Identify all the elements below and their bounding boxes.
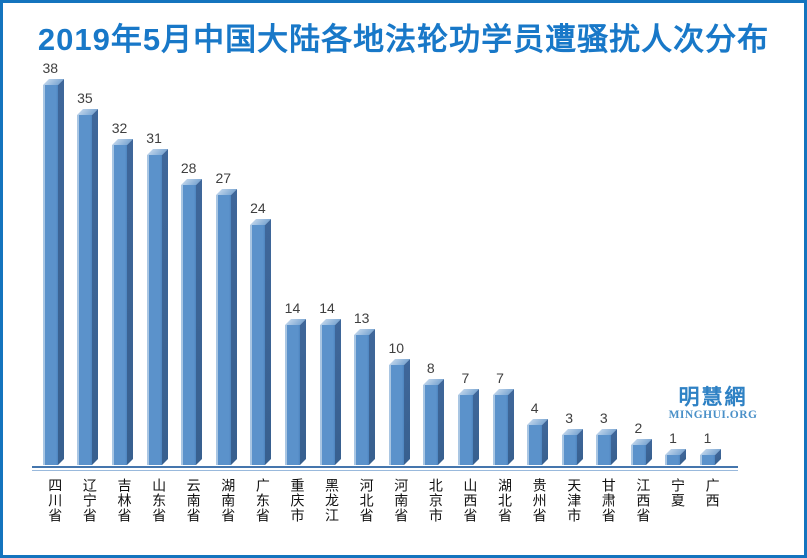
bar-column: 38 xyxy=(36,60,71,465)
bar-value-label: 28 xyxy=(180,160,197,176)
bar-column: 27 xyxy=(209,60,244,465)
bar-column: 8 xyxy=(417,60,452,465)
category-label: 辽宁省 xyxy=(80,478,96,523)
bar-value-label: 1 xyxy=(669,430,677,446)
bar: 3 xyxy=(596,410,612,465)
bar-value-label: 1 xyxy=(703,430,712,446)
bar-value-label: 4 xyxy=(530,400,539,416)
bar: 32 xyxy=(112,120,127,465)
bar: 27 xyxy=(215,170,231,465)
bar-column: 1 xyxy=(693,60,728,465)
category-label: 江西省 xyxy=(634,478,650,523)
bar-column: 2 xyxy=(624,60,659,465)
bar-column: 35 xyxy=(71,60,106,465)
x-axis-line-shadow xyxy=(32,470,738,471)
bar: 24 xyxy=(250,200,266,465)
category-label: 云南省 xyxy=(184,478,200,523)
bar: 3 xyxy=(561,410,577,465)
bar-value-label: 3 xyxy=(599,410,608,426)
bar-column: 14 xyxy=(278,60,313,465)
bar: 35 xyxy=(77,90,93,465)
category-label: 四川省 xyxy=(46,478,62,523)
watermark-chinese: 明慧網 xyxy=(678,385,748,409)
category-label: 河北省 xyxy=(357,478,373,523)
chart-title: 2019年5月中国大陆各地法轮功学员遭骚扰人次分布 xyxy=(37,22,770,57)
bar-value-label: 7 xyxy=(496,370,504,386)
minghui-watermark: 明慧網 MINGHUI.ORG xyxy=(668,385,758,423)
bar: 28 xyxy=(181,160,196,465)
bar: 1 xyxy=(665,430,681,465)
bar: 38 xyxy=(43,60,58,465)
category-label: 北京市 xyxy=(426,478,442,523)
bar-column: 7 xyxy=(486,60,521,465)
bar-column: 3 xyxy=(590,60,625,465)
bar-column: 28 xyxy=(174,60,209,465)
bar: 7 xyxy=(492,370,508,465)
category-label: 重庆市 xyxy=(288,478,304,523)
bar: 7 xyxy=(457,370,473,465)
bar-value-label: 10 xyxy=(388,340,405,356)
bar-value-label: 3 xyxy=(565,410,574,426)
bar-column: 13 xyxy=(347,60,382,465)
bar-column: 1 xyxy=(659,60,694,465)
bar-value-label: 13 xyxy=(353,310,370,326)
category-label: 甘肃省 xyxy=(599,478,615,523)
bar-value-label: 27 xyxy=(215,170,232,186)
category-label: 广西 xyxy=(703,478,719,508)
category-label: 湖南省 xyxy=(219,478,235,523)
watermark-domain: MINGHUI.ORG xyxy=(668,409,758,422)
bar: 31 xyxy=(146,130,162,465)
bar: 1 xyxy=(700,430,716,465)
bar-value-label: 38 xyxy=(42,60,59,76)
category-label: 山西省 xyxy=(461,478,477,523)
bar-column: 4 xyxy=(520,60,555,465)
bar-value-label: 2 xyxy=(634,420,643,436)
bar: 14 xyxy=(319,300,335,465)
bar-value-label: 35 xyxy=(77,90,93,106)
bar: 8 xyxy=(423,360,439,465)
bar-value-label: 32 xyxy=(111,120,128,136)
categories-row: 四川省 辽宁省 吉林省 山东省 云南省 湖南省 广东省 重庆市 黑龙江 河北省 河南省 北京市 山西省 湖… xyxy=(36,478,728,523)
bar-value-label: 14 xyxy=(284,300,301,316)
category-label: 河南省 xyxy=(392,478,408,523)
bar-column: 3 xyxy=(555,60,590,465)
category-label: 天津市 xyxy=(565,478,581,523)
bar-column: 14 xyxy=(313,60,348,465)
category-label: 宁夏 xyxy=(668,478,684,508)
bar: 2 xyxy=(630,420,646,465)
category-label: 黑龙江 xyxy=(323,478,339,523)
x-axis-line xyxy=(32,466,738,468)
bar-value-label: 14 xyxy=(319,300,335,316)
bar-column: 31 xyxy=(140,60,175,465)
bar-column: 32 xyxy=(105,60,140,465)
bar-value-label: 24 xyxy=(250,200,266,216)
bar-column: 24 xyxy=(244,60,279,465)
bar-value-label: 8 xyxy=(426,360,435,376)
category-label: 广东省 xyxy=(253,478,269,523)
category-label: 吉林省 xyxy=(115,478,131,523)
category-label: 贵州省 xyxy=(530,478,546,523)
bar: 13 xyxy=(354,310,369,465)
category-label: 湖北省 xyxy=(496,478,512,523)
bar: 14 xyxy=(285,300,300,465)
bar-value-label: 31 xyxy=(146,130,162,146)
bar: 4 xyxy=(527,400,543,465)
bar: 10 xyxy=(388,340,404,465)
bars-row: 38 35 32 31 28 27 24 14 14 13 10 8 7 7 4 3 3 2 1 1 xyxy=(36,60,728,465)
bar-column: 10 xyxy=(382,60,417,465)
category-label: 山东省 xyxy=(150,478,166,523)
bar-column: 7 xyxy=(451,60,486,465)
bar-value-label: 7 xyxy=(461,370,470,386)
